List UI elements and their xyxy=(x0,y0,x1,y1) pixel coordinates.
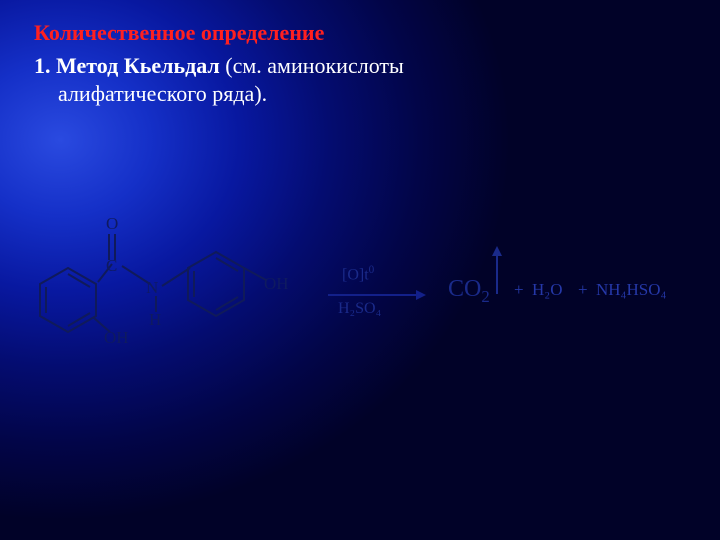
method-note-2: алифатического ряда). xyxy=(34,80,686,108)
chemistry-diagram: C O OH N H OH [O]t0 H₂S xyxy=(30,220,710,420)
label-N: N xyxy=(146,278,158,298)
plus-2: + xyxy=(578,280,588,300)
label-H2O: H₂O xyxy=(532,280,562,300)
label-OH-left: OH xyxy=(104,328,129,348)
method-note-1: (см. аминокислоты xyxy=(225,53,404,78)
label-C: C xyxy=(106,256,117,276)
label-H: H xyxy=(149,310,161,330)
reagent-bot: H₂SO₄ xyxy=(338,300,381,318)
label-OH-right: OH xyxy=(264,274,289,294)
reagent-top-sup: 0 xyxy=(369,264,375,276)
label-NH4HSO4: NH₄HSO₄ xyxy=(596,280,666,300)
reagent-top-pre: [O]t xyxy=(342,266,369,283)
co2-text: CO xyxy=(448,276,481,302)
gas-up-arrow xyxy=(490,246,504,301)
method-number: 1. xyxy=(34,53,51,78)
slide-heading: Количественное определение xyxy=(34,20,686,46)
method-line: 1. Метод Кьельдал (см. аминокислоты алиф… xyxy=(34,52,686,108)
ring-right xyxy=(184,248,248,320)
plus-1: + xyxy=(514,280,524,300)
method-name: Метод Кьельдал xyxy=(56,53,220,78)
label-O: O xyxy=(106,214,118,234)
label-CO2: CO2 xyxy=(448,276,490,307)
co2-sub: 2 xyxy=(481,287,489,306)
reagent-top: [O]t0 xyxy=(342,264,374,284)
